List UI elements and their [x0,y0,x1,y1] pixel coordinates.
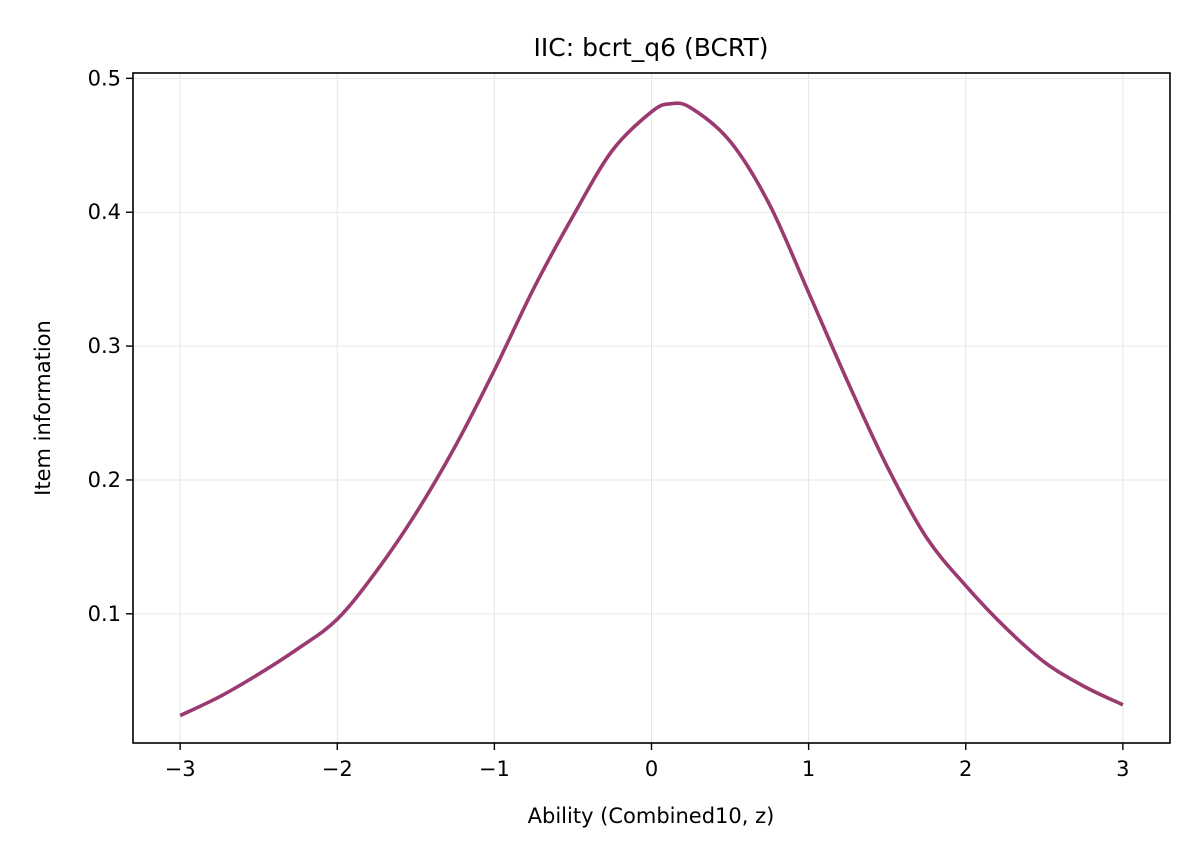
x-axis-label: Ability (Combined10, z) [528,804,775,828]
y-tick-label: 0.1 [88,602,121,626]
y-tick-label: 0.3 [88,334,121,358]
x-tick-label: 0 [645,757,658,781]
x-tick-label: −3 [165,757,196,781]
y-tick-label: 0.5 [88,66,121,90]
x-tick-label: 1 [802,757,815,781]
x-tick-label: 3 [1116,757,1129,781]
axis-ticks: −3 −2 −1 0 1 2 3 0.1 0.2 0.3 0.4 0.5 [88,66,1130,781]
series-layer [179,101,1124,718]
x-tick-label: 2 [959,757,972,781]
chart-title: IIC: bcrt_q6 (BCRT) [534,33,769,62]
x-tick-label: −2 [322,757,353,781]
x-tick-label: −1 [479,757,510,781]
y-tick-label: 0.2 [88,468,121,492]
y-axis-label: Item information [31,320,55,496]
information-curve [179,101,1124,718]
grid-lines [133,73,1170,743]
y-tick-label: 0.4 [88,200,121,224]
